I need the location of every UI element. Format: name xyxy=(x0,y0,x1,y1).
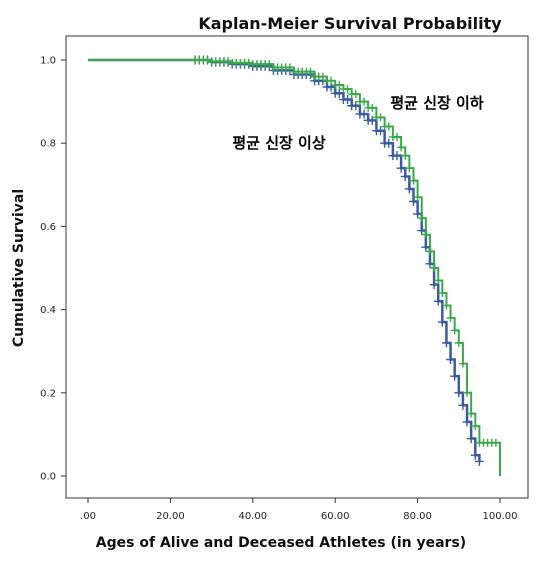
censor-mark xyxy=(404,184,414,194)
censor-mark xyxy=(433,296,443,306)
x-axis-tick-label: .00 xyxy=(80,511,96,522)
censor-mark xyxy=(467,409,476,418)
censor-mark xyxy=(384,122,393,131)
annotation-above-average-height: 평균 신장 이상 xyxy=(232,134,325,152)
censor-mark xyxy=(401,151,410,160)
censor-mark xyxy=(466,434,476,444)
y-axis-tick-label: 1.0 xyxy=(40,56,56,67)
censor-mark xyxy=(396,163,406,173)
censor-mark xyxy=(458,400,468,410)
x-axis-title: Ages of Alive and Deceased Athletes (in … xyxy=(96,535,466,551)
y-axis-tick-label: 0.0 xyxy=(40,472,56,483)
censor-mark xyxy=(376,113,385,122)
censor-mark xyxy=(438,288,447,297)
x-axis-ticks: .00 20.00 40.00 60.00 80.00 100.00 xyxy=(80,498,518,522)
y-axis-title: Cumulative Survival xyxy=(11,189,27,347)
censor-mark xyxy=(327,76,336,85)
censor-mark xyxy=(425,247,434,256)
censor-mark xyxy=(421,242,431,252)
censor-mark xyxy=(471,422,480,431)
censor-mark xyxy=(450,326,459,335)
censor-mark xyxy=(413,209,423,219)
censor-mark xyxy=(421,230,430,239)
censor-mark xyxy=(367,115,377,125)
censor-mark xyxy=(343,95,353,105)
censor-mark xyxy=(408,196,418,206)
censor-mark xyxy=(334,88,344,98)
censor-mark xyxy=(359,109,369,119)
censor-mark xyxy=(224,57,233,66)
censor-mark xyxy=(446,355,456,365)
censor-mark xyxy=(203,56,212,64)
censor-mark xyxy=(491,438,500,447)
censor-mark xyxy=(434,276,443,285)
x-axis-tick-label: 80.00 xyxy=(403,511,432,522)
censor-mark xyxy=(454,388,464,398)
censor-mark xyxy=(400,171,410,181)
censor-mark xyxy=(417,226,427,236)
y-axis-tick-label: 0.6 xyxy=(40,222,56,233)
censor-mark xyxy=(393,132,401,141)
censor-mark xyxy=(454,338,463,347)
censor-mark xyxy=(265,60,274,69)
censor-mark xyxy=(446,313,455,322)
censor-mark xyxy=(462,417,472,427)
censor-mark xyxy=(351,90,360,99)
censor-mark xyxy=(413,193,422,202)
censor-mark xyxy=(285,63,294,72)
censor-mark xyxy=(437,317,447,327)
y-axis-tick-label: 0.4 xyxy=(40,305,56,316)
censor-mark xyxy=(368,103,377,112)
annotation-below-average-height: 평균 신장 이하 xyxy=(390,94,483,112)
censor-mark xyxy=(409,176,418,185)
censor-mark xyxy=(397,143,406,152)
censor-mark xyxy=(425,259,435,269)
censor-mark xyxy=(306,67,315,76)
x-axis-tick-label: 40.00 xyxy=(238,511,267,522)
censor-mark xyxy=(360,97,369,106)
censor-mark xyxy=(335,80,344,89)
censor-mark xyxy=(470,450,480,460)
y-axis-tick-label: 0.8 xyxy=(40,139,56,150)
x-axis-tick-label: 20.00 xyxy=(156,511,185,522)
censor-mark xyxy=(351,101,361,111)
censor-mark xyxy=(392,151,402,161)
plot-frame xyxy=(65,35,529,499)
censor-mark xyxy=(463,388,472,397)
censor-mark xyxy=(318,72,327,81)
chart-title: Kaplan-Meier Survival Probability xyxy=(198,14,502,33)
censor-mark xyxy=(429,280,439,290)
x-axis-tick-label: 100.00 xyxy=(483,511,518,522)
censor-mark xyxy=(417,214,426,223)
series-layer xyxy=(88,55,501,476)
censor-mark xyxy=(430,264,439,272)
censor-mark xyxy=(376,126,386,136)
censor-mark xyxy=(343,85,352,94)
series-1 xyxy=(88,56,501,476)
y-axis-tick-label: 0.2 xyxy=(40,388,56,399)
x-axis-tick-label: 60.00 xyxy=(321,511,350,522)
censor-mark xyxy=(474,456,484,466)
censor-mark xyxy=(458,359,467,368)
censor-mark xyxy=(450,371,460,381)
censor-mark xyxy=(384,138,394,148)
censor-mark xyxy=(442,301,451,310)
censor-mark xyxy=(405,164,414,173)
y-axis-ticks: 0.0 0.2 0.4 0.6 0.8 1.0 xyxy=(40,56,66,483)
censor-mark xyxy=(441,338,451,348)
censor-mark xyxy=(244,58,253,67)
